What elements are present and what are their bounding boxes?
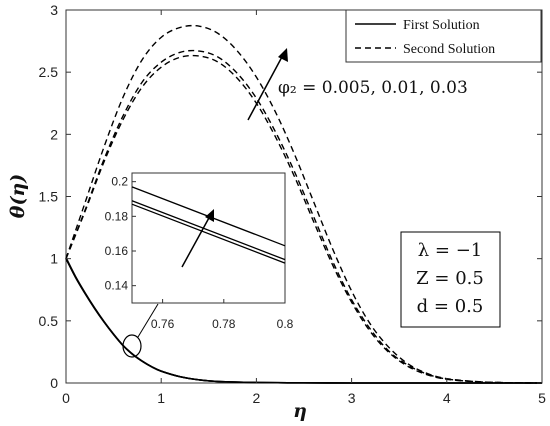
inset-x-tick-label: 0.78 xyxy=(212,317,236,331)
zoom-ellipse xyxy=(122,334,142,358)
y-tick-label: 1.5 xyxy=(39,189,59,205)
param-d: d = 0.5 xyxy=(417,296,484,317)
inset-arrow xyxy=(181,209,214,268)
inset-x-tick-label: 0.76 xyxy=(151,317,175,331)
x-tick-label: 3 xyxy=(348,390,356,406)
phi-arrow xyxy=(247,48,288,121)
legend-label-first: First Solution xyxy=(403,18,480,33)
x-axis-label: η xyxy=(293,400,307,422)
y-tick-label: 3 xyxy=(50,2,58,18)
x-tick-label: 1 xyxy=(157,390,165,406)
inset-y-tick-label: 0.14 xyxy=(105,279,129,293)
inset-y-tick-label: 0.16 xyxy=(105,244,129,258)
x-tick-label: 0 xyxy=(62,390,70,406)
x-tick-label: 5 xyxy=(538,390,546,406)
legend: First Solution Second Solution xyxy=(345,9,542,63)
y-tick-label: 0.5 xyxy=(39,313,59,329)
y-tick-label: 2.5 xyxy=(39,64,59,80)
zoom-connector xyxy=(137,303,159,338)
x-tick-label: 4 xyxy=(443,390,451,406)
inset-frame xyxy=(131,172,286,304)
x-tick-label: 2 xyxy=(253,390,261,406)
phi-annotation: φ₂ = 0.005, 0.01, 0.03 xyxy=(278,78,468,98)
y-tick-label: 1 xyxy=(50,251,58,267)
y-tick-label: 0 xyxy=(50,375,58,391)
param-z: Z = 0.5 xyxy=(416,268,484,289)
param-box: λ = −1 Z = 0.5 d = 0.5 xyxy=(400,231,501,328)
inset-x-tick-label: 0.8 xyxy=(277,317,294,331)
inset-line-0-01 xyxy=(131,200,286,261)
legend-box xyxy=(345,9,542,63)
y-tick-label: 2 xyxy=(50,126,58,142)
legend-label-second: Second Solution xyxy=(403,42,495,57)
second-solution-line-0-03 xyxy=(65,24,543,384)
inset: 0.2 0.18 0.16 0.14 0.76 0.78 0.8 xyxy=(105,172,294,331)
inset-y-tick-label: 0.2 xyxy=(111,175,128,189)
inset-y-tick-label: 0.18 xyxy=(105,209,129,223)
y-axis-label: θ(η) xyxy=(7,174,29,218)
inset-line-0-005 xyxy=(131,203,286,264)
param-lambda: λ = −1 xyxy=(418,240,482,261)
